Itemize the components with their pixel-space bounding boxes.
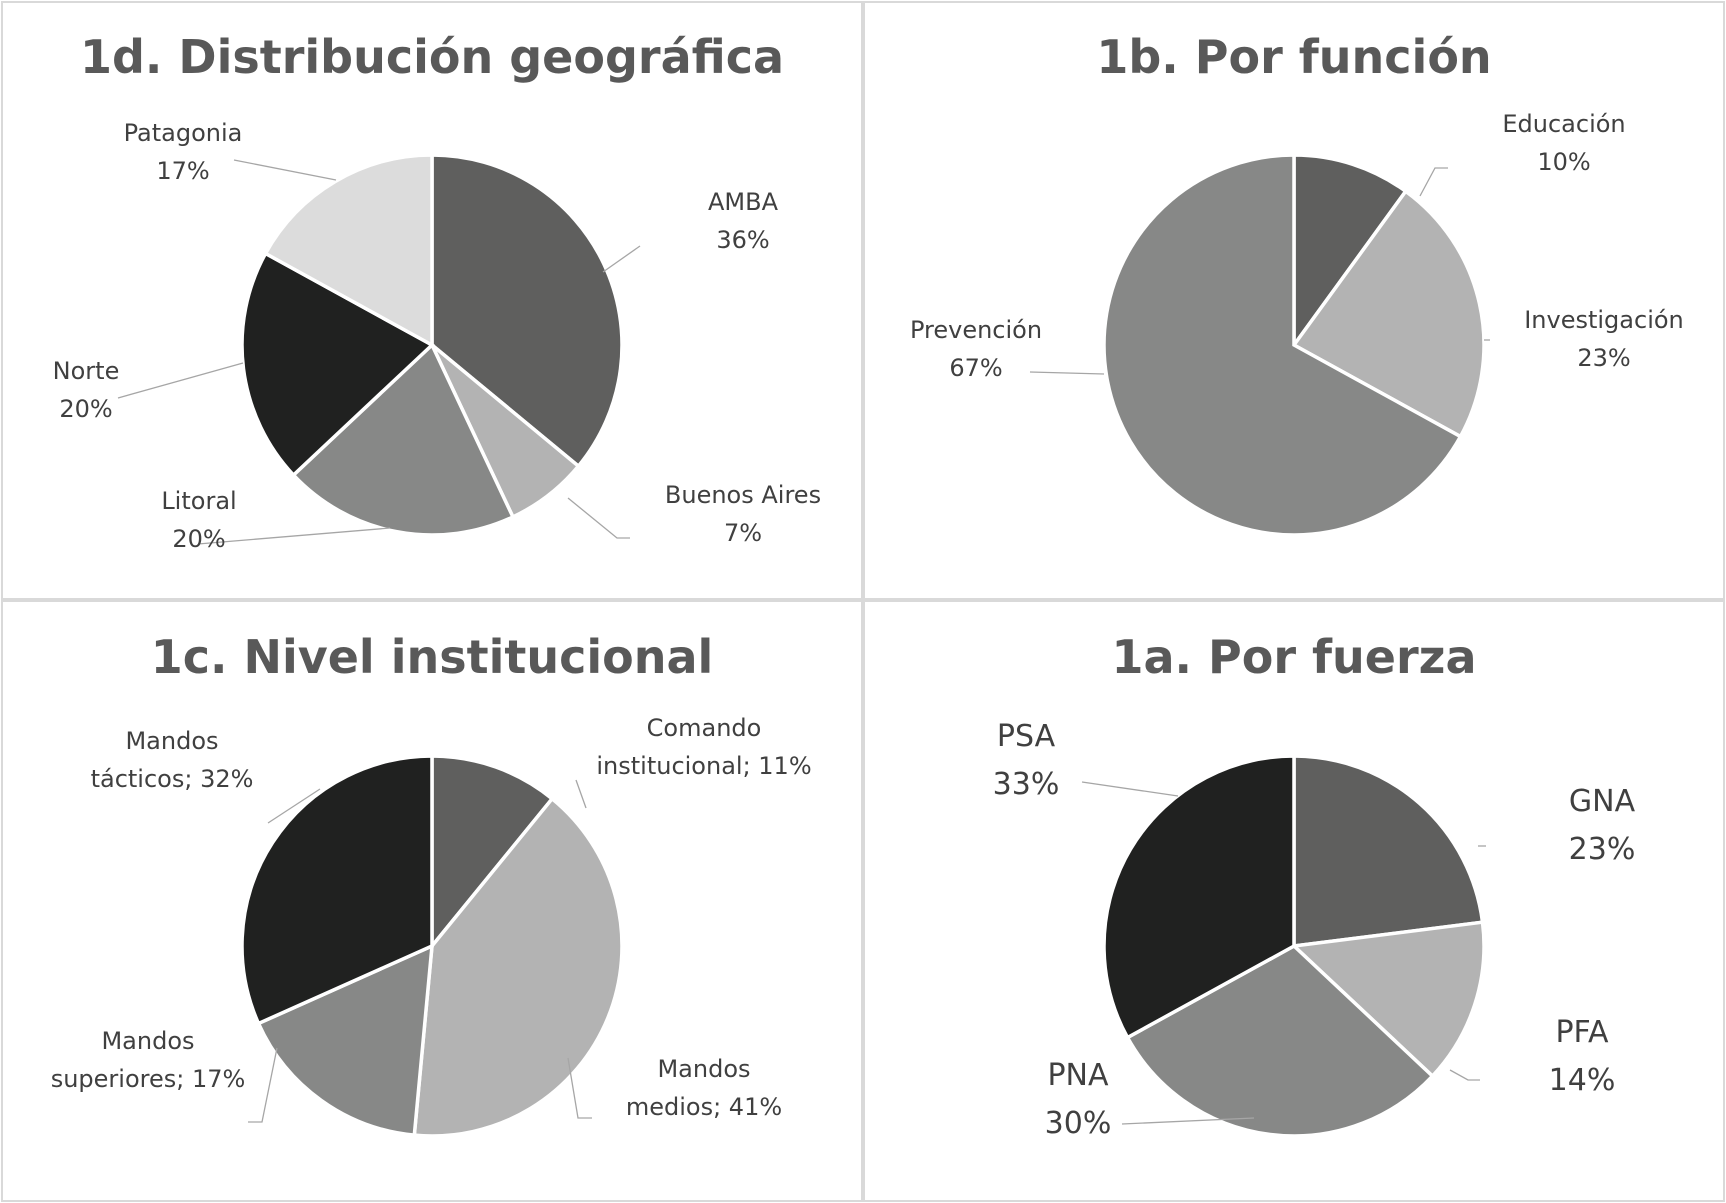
data-label-text: PFA — [1555, 1015, 1609, 1050]
pie-slice-mandos-tacticos — [240, 754, 434, 1026]
data-label-value: 33% — [993, 767, 1060, 802]
data-label-buenos-aires: Buenos Aires 7% — [665, 481, 821, 547]
data-labels: GNA 23% PFA 14% PNA 30% PSA 33% — [993, 719, 1636, 1141]
data-label-pfa: PFA 14% — [1549, 1015, 1616, 1098]
data-label-psa: PSA 33% — [993, 719, 1060, 802]
leader-line — [1121, 1117, 1255, 1125]
data-label-educacion: Educación 10% — [1502, 110, 1625, 176]
leader-line — [1029, 371, 1105, 375]
data-label-value: 67% — [949, 354, 1002, 382]
data-label-text: Educación — [1502, 110, 1625, 138]
data-labels: Educación 10% Investigación 23% Prevención 67… — [910, 110, 1684, 382]
pie-slice-norte — [240, 251, 435, 478]
pie-slice-mandos-medios — [412, 796, 624, 1138]
leader-line — [1419, 167, 1448, 197]
leader-line — [248, 1047, 278, 1123]
leader-lines — [248, 779, 592, 1123]
chart-panel-fuerza: 1a. Por fuerza GNA 23% PFA 14% PNA 30% PSA 33% — [863, 600, 1725, 1202]
leader-line — [233, 159, 337, 181]
chart-title: 1d. Distribución geográfica — [80, 30, 784, 84]
leader-lines — [1029, 167, 1490, 375]
data-label-text: GNA — [1569, 784, 1636, 819]
data-label-pna: PNA 30% — [1045, 1058, 1112, 1141]
chart-title: 1c. Nivel institucional — [151, 630, 714, 684]
chart-title: 1b. Por función — [1096, 30, 1491, 84]
data-label-value: 20% — [172, 525, 225, 553]
leader-line — [602, 245, 641, 273]
leader-line — [567, 497, 630, 539]
data-label-text: institucional; 11% — [596, 752, 811, 780]
data-labels: Comando institucional; 11% Mandos medios; 4… — [51, 714, 812, 1121]
data-label-value: 36% — [716, 226, 769, 254]
data-label-value: 23% — [1569, 832, 1636, 867]
leader-lines — [117, 159, 641, 545]
data-label-text: Prevención — [910, 316, 1042, 344]
leader-line — [575, 779, 587, 809]
data-label-prevencion: Prevención 67% — [910, 316, 1042, 382]
leader-lines — [1081, 781, 1486, 1125]
data-label-text: AMBA — [708, 188, 779, 216]
pie-slice-mandos-superiores — [256, 943, 435, 1138]
leader-line — [197, 527, 391, 545]
data-label-text: Patagonia — [124, 119, 243, 147]
pie-slice-pna — [1125, 943, 1435, 1138]
data-label-text: Buenos Aires — [665, 481, 821, 509]
data-label-gna: GNA 23% — [1569, 784, 1636, 867]
data-label-text: Investigación — [1524, 306, 1684, 334]
chart-panel-geografica: 1d. Distribución geográfica AMBA 36% Bueno… — [1, 1, 863, 600]
data-label-text: superiores; 17% — [51, 1065, 246, 1093]
data-label-mandos-tacticos: Mandos tácticos; 32% — [91, 727, 254, 793]
data-label-patagonia: Patagonia 17% — [124, 119, 243, 185]
data-label-text: Litoral — [161, 487, 236, 515]
pie-slice-litoral — [291, 342, 516, 537]
pie-slices — [1102, 754, 1486, 1138]
data-label-value: 10% — [1537, 148, 1590, 176]
data-label-value: 7% — [724, 519, 762, 547]
pie-slice-amba — [430, 153, 624, 469]
leader-line — [567, 1057, 592, 1119]
data-label-text: Mandos — [657, 1055, 750, 1083]
data-label-investigacion: Investigación 23% — [1524, 306, 1684, 372]
pie-slice-comando-institucional — [430, 754, 555, 951]
data-label-text: PSA — [997, 719, 1056, 754]
leader-line — [267, 788, 321, 824]
data-labels: AMBA 36% Buenos Aires 7% Litoral 20% Norte 20% P… — [53, 119, 821, 553]
leader-line — [1449, 1069, 1480, 1081]
data-label-text: tácticos; 32% — [91, 765, 254, 793]
pie-slices — [240, 754, 624, 1138]
data-label-text: PNA — [1047, 1058, 1109, 1093]
pie-slices — [1102, 153, 1486, 537]
data-label-text: Comando — [647, 714, 762, 742]
leader-line — [117, 362, 244, 399]
chart-title: 1a. Por fuerza — [1111, 630, 1476, 684]
data-label-text: Mandos — [125, 727, 218, 755]
pie-slice-gna — [1292, 754, 1485, 948]
pie-slice-prevencion — [1102, 153, 1463, 537]
data-label-text: Mandos — [101, 1027, 194, 1055]
data-label-text: medios; 41% — [626, 1093, 782, 1121]
data-label-value: 17% — [156, 157, 209, 185]
pie-slice-psa — [1102, 754, 1296, 1040]
data-label-litoral: Litoral 20% — [161, 487, 236, 553]
chart-panel-funcion: 1b. Por función Educación 10% Investigació… — [863, 1, 1725, 600]
data-label-comando-institucional: Comando institucional; 11% — [596, 714, 811, 780]
leader-line — [1081, 781, 1179, 797]
data-label-value: 23% — [1577, 344, 1630, 372]
data-label-mandos-medios: Mandos medios; 41% — [626, 1055, 782, 1121]
data-label-norte: Norte 20% — [53, 357, 120, 423]
pie-slices — [240, 153, 624, 537]
data-label-amba: AMBA 36% — [708, 188, 779, 254]
chart-panel-nivel: 1c. Nivel institucional Comando instituci… — [1, 600, 863, 1202]
pie-slice-educacion — [1292, 153, 1409, 351]
pie-slice-pfa — [1290, 920, 1486, 1079]
data-label-mandos-superiores: Mandos superiores; 17% — [51, 1027, 246, 1093]
data-label-value: 20% — [59, 395, 112, 423]
pie-slice-patagonia — [263, 153, 434, 348]
data-label-value: 30% — [1045, 1106, 1112, 1141]
data-label-value: 14% — [1549, 1063, 1616, 1098]
data-label-text: Norte — [53, 357, 120, 385]
pie-slice-investigacion — [1291, 188, 1486, 439]
